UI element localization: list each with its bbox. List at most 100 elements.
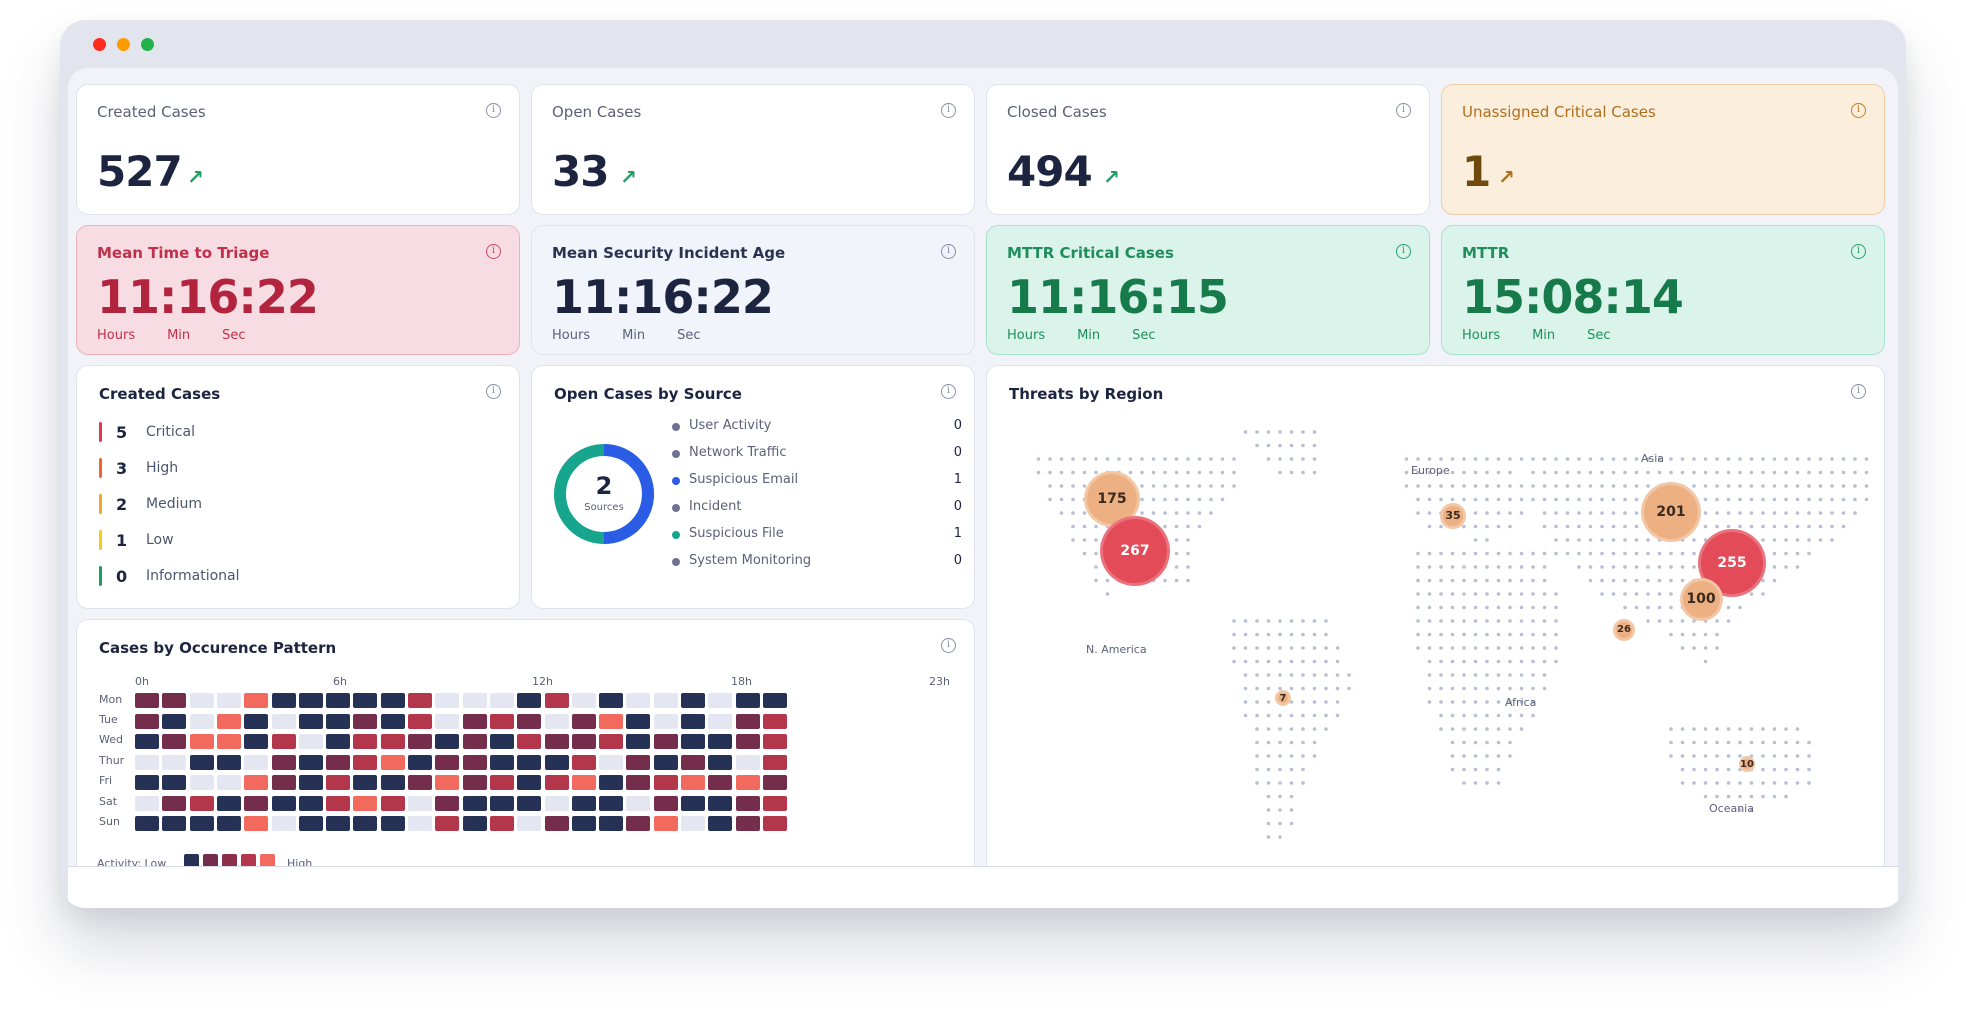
- heatmap-cell[interactable]: [762, 713, 787, 729]
- heatmap-cell[interactable]: [544, 775, 569, 790]
- heatmap-cell[interactable]: [298, 713, 323, 729]
- heatmap-cell[interactable]: [462, 693, 487, 708]
- heatmap-cell[interactable]: [435, 795, 460, 811]
- threat-bubble[interactable]: 267: [1099, 515, 1171, 587]
- heatmap-cell[interactable]: [353, 816, 378, 831]
- threat-bubble[interactable]: 26: [1613, 619, 1635, 641]
- heatmap-cell[interactable]: [462, 795, 487, 811]
- heatmap-cell[interactable]: [708, 713, 733, 729]
- heatmap-cell[interactable]: [708, 754, 733, 770]
- heatmap-cell[interactable]: [326, 816, 351, 831]
- heatmap-cell[interactable]: [162, 775, 187, 790]
- heatmap-cell[interactable]: [298, 754, 323, 770]
- heatmap-cell[interactable]: [298, 816, 323, 831]
- heatmap-cell[interactable]: [599, 795, 624, 811]
- heatmap-cell[interactable]: [298, 734, 323, 749]
- severity-medium[interactable]: 2 Medium: [99, 493, 202, 515]
- heatmap-cell[interactable]: [626, 795, 651, 811]
- heatmap-cell[interactable]: [681, 693, 705, 708]
- heatmap-cell[interactable]: [489, 754, 514, 770]
- heatmap-cell[interactable]: [326, 734, 351, 749]
- heatmap-cell[interactable]: [162, 693, 187, 708]
- sources-donut-chart[interactable]: [552, 442, 656, 546]
- heatmap-cell[interactable]: [681, 795, 705, 811]
- info-icon[interactable]: i: [1851, 384, 1866, 399]
- heatmap-cell[interactable]: [489, 713, 514, 729]
- heatmap-cell[interactable]: [271, 795, 296, 811]
- minimize-window-button[interactable]: [117, 38, 130, 51]
- heatmap-cell[interactable]: [653, 816, 678, 831]
- heatmap-cell[interactable]: [435, 816, 460, 831]
- info-icon[interactable]: i: [486, 384, 501, 399]
- heatmap-cell[interactable]: [735, 775, 760, 790]
- heatmap-cell[interactable]: [189, 693, 214, 708]
- heatmap-cell[interactable]: [571, 754, 596, 770]
- info-icon[interactable]: i: [1851, 244, 1866, 259]
- source-row-suspicious-email[interactable]: Suspicious Email 1: [672, 472, 962, 490]
- heatmap-cell[interactable]: [216, 775, 241, 790]
- heatmap-cell[interactable]: [544, 734, 569, 749]
- heatmap-cell[interactable]: [244, 754, 269, 770]
- heatmap-cell[interactable]: [517, 734, 542, 749]
- heatmap-cell[interactable]: [244, 693, 269, 708]
- heatmap-cell[interactable]: [326, 693, 351, 708]
- source-row-network-traffic[interactable]: Network Traffic 0: [672, 445, 962, 463]
- heatmap-cell[interactable]: [326, 754, 351, 770]
- severity-critical[interactable]: 5 Critical: [99, 421, 195, 443]
- heatmap-cell[interactable]: [216, 713, 241, 729]
- heatmap-cell[interactable]: [244, 734, 269, 749]
- heatmap-cell[interactable]: [517, 693, 542, 708]
- heatmap-cell[interactable]: [271, 754, 296, 770]
- heatmap-cell[interactable]: [216, 754, 241, 770]
- heatmap-cell[interactable]: [735, 816, 760, 831]
- info-icon[interactable]: i: [941, 638, 956, 653]
- heatmap-cell[interactable]: [380, 816, 405, 831]
- heatmap-cell[interactable]: [599, 775, 624, 790]
- heatmap-cell[interactable]: [599, 713, 624, 729]
- heatmap-cell[interactable]: [380, 734, 405, 749]
- info-icon[interactable]: i: [1396, 244, 1411, 259]
- severity-high[interactable]: 3 High: [99, 457, 178, 479]
- heatmap-cell[interactable]: [708, 795, 733, 811]
- heatmap-cell[interactable]: [571, 795, 596, 811]
- heatmap-cell[interactable]: [408, 795, 432, 811]
- heatmap-cell[interactable]: [135, 775, 159, 790]
- heatmap-cell[interactable]: [298, 693, 323, 708]
- heatmap-cell[interactable]: [544, 816, 569, 831]
- heatmap-cell[interactable]: [708, 816, 733, 831]
- source-row-incident[interactable]: Incident 0: [672, 499, 962, 517]
- heatmap-cell[interactable]: [435, 693, 460, 708]
- heatmap-cell[interactable]: [162, 816, 187, 831]
- heatmap-cell[interactable]: [462, 713, 487, 729]
- heatmap-cell[interactable]: [681, 754, 705, 770]
- heatmap-cell[interactable]: [735, 734, 760, 749]
- heatmap-cell[interactable]: [189, 734, 214, 749]
- heatmap-cell[interactable]: [653, 754, 678, 770]
- heatmap-cell[interactable]: [489, 693, 514, 708]
- heatmap-cell[interactable]: [326, 713, 351, 729]
- heatmap-cell[interactable]: [517, 713, 542, 729]
- heatmap-cell[interactable]: [626, 775, 651, 790]
- heatmap-cell[interactable]: [162, 713, 187, 729]
- heatmap-cell[interactable]: [653, 795, 678, 811]
- heatmap-cell[interactable]: [435, 734, 460, 749]
- threat-bubble[interactable]: 10: [1739, 756, 1755, 772]
- heatmap-cell[interactable]: [599, 754, 624, 770]
- heatmap-cell[interactable]: [462, 734, 487, 749]
- heatmap-cell[interactable]: [571, 693, 596, 708]
- heatmap-cell[interactable]: [189, 775, 214, 790]
- heatmap-cell[interactable]: [517, 775, 542, 790]
- severity-low[interactable]: 1 Low: [99, 529, 174, 551]
- heatmap-cell[interactable]: [408, 816, 432, 831]
- threat-bubble[interactable]: 100: [1679, 577, 1723, 621]
- heatmap-cell[interactable]: [626, 734, 651, 749]
- info-icon[interactable]: i: [486, 244, 501, 259]
- heatmap-cell[interactable]: [216, 795, 241, 811]
- heatmap-cell[interactable]: [735, 693, 760, 708]
- heatmap-cell[interactable]: [708, 734, 733, 749]
- heatmap-cell[interactable]: [653, 693, 678, 708]
- heatmap-cell[interactable]: [517, 754, 542, 770]
- heatmap-cell[interactable]: [626, 713, 651, 729]
- heatmap-cell[interactable]: [353, 734, 378, 749]
- heatmap-cell[interactable]: [353, 713, 378, 729]
